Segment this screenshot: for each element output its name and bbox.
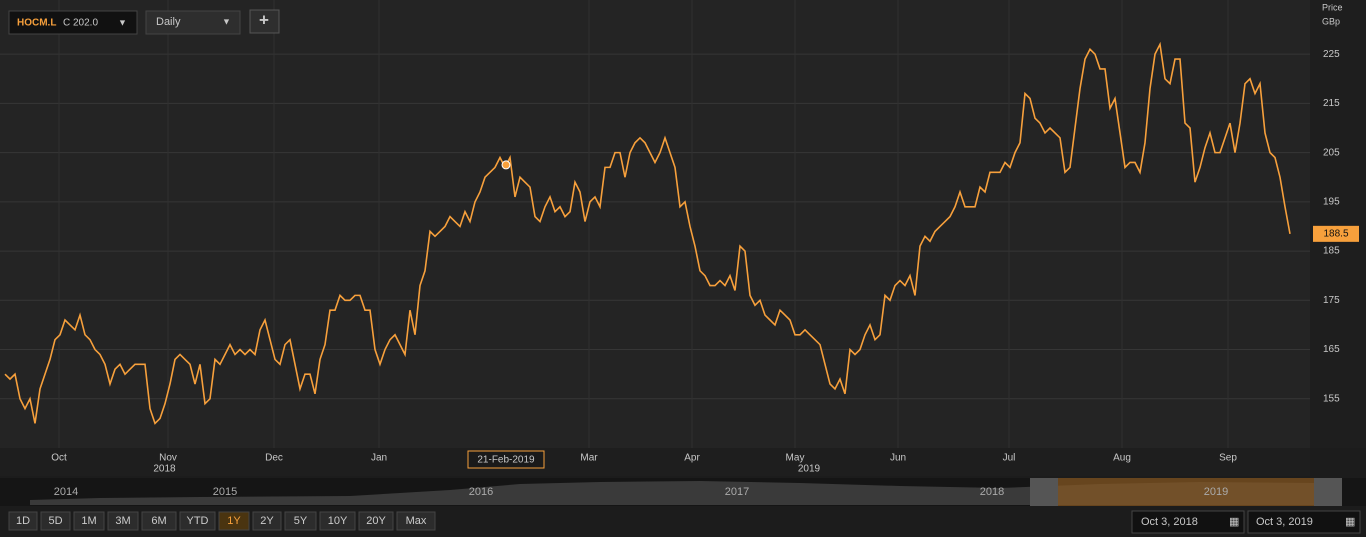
- dropdown-arrow: ▼: [118, 17, 127, 27]
- date-to: Oct 3, 2019: [1256, 516, 1313, 528]
- y-tick-label: 215: [1323, 98, 1340, 109]
- navigator-year: 2016: [469, 486, 493, 498]
- navigator-handle[interactable]: [1314, 478, 1342, 506]
- range-button[interactable]: [358, 511, 394, 531]
- interval: Daily: [156, 16, 181, 28]
- range-button-label: YTD: [187, 515, 209, 527]
- axis-title: Price: [1322, 2, 1343, 12]
- range-button-label: 5D: [48, 515, 62, 527]
- y-tick-label: 205: [1323, 147, 1340, 158]
- calendar-icon[interactable]: ▦: [1345, 516, 1355, 528]
- x-tick-label: Oct: [51, 453, 67, 464]
- year-label: 2018: [153, 464, 176, 475]
- y-tick-label: 195: [1323, 196, 1340, 207]
- x-axis-area: [0, 448, 1310, 476]
- x-tick-label: Apr: [684, 453, 700, 464]
- navigator-area: [30, 481, 1315, 505]
- range-button[interactable]: [284, 511, 317, 531]
- range-button-label: 20Y: [366, 515, 386, 527]
- range-button-label: 1M: [81, 515, 96, 527]
- axis-title: GBp: [1322, 16, 1340, 26]
- year-label: 2019: [798, 464, 821, 475]
- last-value-label: 188.5: [1323, 228, 1348, 239]
- navigator-year: 2019: [1204, 486, 1228, 498]
- range-button-label: 6M: [151, 515, 166, 527]
- range-button[interactable]: [319, 511, 356, 531]
- last-value-tag: [1313, 225, 1359, 242]
- close-value: C 202.0: [63, 18, 98, 29]
- date-from-box[interactable]: [1131, 510, 1245, 534]
- range-button-label: 1D: [16, 515, 30, 527]
- navigator-year: 2017: [725, 486, 749, 498]
- range-button[interactable]: [179, 511, 216, 531]
- range-button[interactable]: [107, 511, 139, 531]
- x-tick-label: Nov: [159, 453, 177, 464]
- x-tick-label: Jul: [1003, 453, 1016, 464]
- x-tick-label: Jan: [371, 453, 387, 464]
- crosshair-marker: [501, 160, 511, 170]
- navigator-selection[interactable]: [1030, 478, 1342, 506]
- y-tick-label: 165: [1323, 344, 1340, 355]
- symbol: HOCM.L: [17, 18, 56, 29]
- price-line: [4, 41, 1291, 425]
- symbol-box[interactable]: [8, 10, 138, 35]
- range-button-label: 5Y: [294, 515, 308, 527]
- range-button[interactable]: [73, 511, 105, 531]
- range-button[interactable]: [218, 511, 250, 531]
- date-to-box[interactable]: [1247, 510, 1361, 534]
- y-tick-label: 225: [1323, 49, 1340, 60]
- navigator-year: 2014: [54, 486, 78, 498]
- navigator-year: 2015: [213, 486, 237, 498]
- range-button[interactable]: [40, 511, 71, 531]
- calendar-icon[interactable]: ▦: [1229, 516, 1239, 528]
- interval-box[interactable]: [145, 10, 241, 35]
- navigator-handle[interactable]: [1030, 478, 1058, 506]
- plot-area: [0, 0, 1310, 448]
- x-tick-label: Mar: [580, 453, 598, 464]
- range-button[interactable]: [141, 511, 177, 531]
- y-tick-label: 175: [1323, 295, 1340, 306]
- x-tick-label: May: [786, 453, 805, 464]
- range-button-label: 2Y: [260, 515, 274, 527]
- y-tick-label: 185: [1323, 246, 1340, 257]
- range-button[interactable]: [8, 511, 38, 531]
- y-tick-label: 155: [1323, 393, 1340, 404]
- x-tick-label: Dec: [265, 453, 283, 464]
- x-tick-label: Jun: [890, 453, 906, 464]
- navigator-year: 2018: [980, 486, 1004, 498]
- range-button-label: 3M: [115, 515, 130, 527]
- y-axis-area: [1310, 0, 1366, 448]
- x-tick-label: Sep: [1219, 453, 1237, 464]
- date-from: Oct 3, 2018: [1141, 516, 1198, 528]
- add-button[interactable]: [249, 9, 280, 34]
- range-button[interactable]: [396, 511, 436, 531]
- add-icon: +: [259, 10, 269, 29]
- range-button-label: Max: [406, 515, 427, 527]
- crosshair-label: 21-Feb-2019: [477, 455, 535, 466]
- range-button-label: 1Y: [227, 515, 241, 527]
- x-tick-label: Aug: [1113, 453, 1131, 464]
- dropdown-arrow: ▼: [222, 16, 231, 26]
- crosshair-label-box: [467, 450, 545, 469]
- range-button-label: 10Y: [328, 515, 348, 527]
- range-button[interactable]: [252, 511, 282, 531]
